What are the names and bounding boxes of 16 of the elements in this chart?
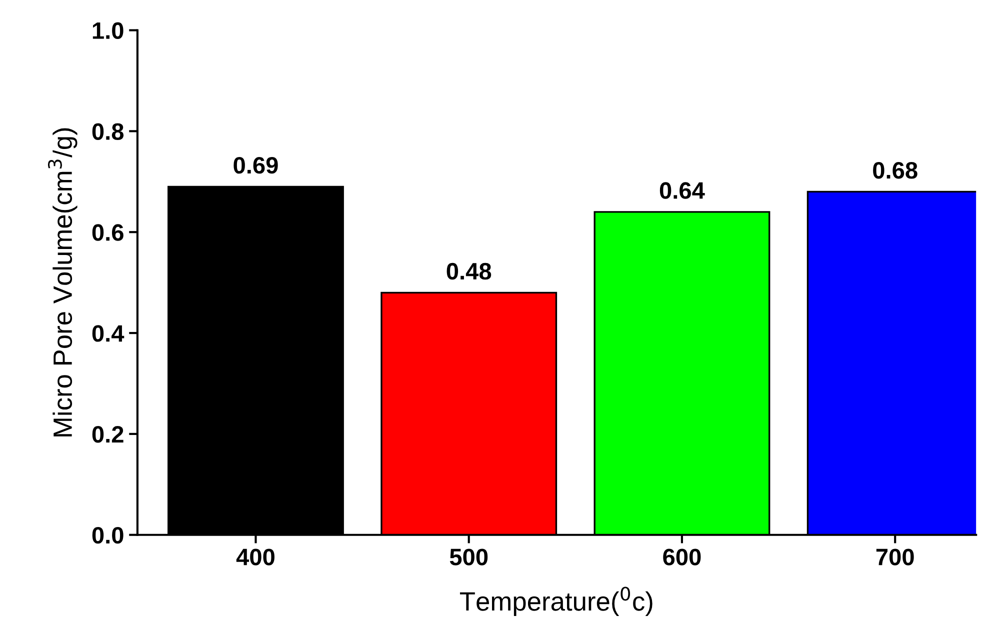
y-tick-label: 0.6 bbox=[92, 224, 124, 241]
data-label: 0.48 bbox=[446, 262, 492, 280]
data-label: 0.69 bbox=[234, 156, 278, 174]
y-tick-label: 0.0 bbox=[92, 526, 124, 544]
y-axis-title: Micro Pore Volume(cm$^{3}$/g) bbox=[48, 128, 78, 436]
x-tick-label: 500 bbox=[450, 548, 488, 566]
y-tick-label: 0.8 bbox=[92, 123, 124, 140]
y-tick-label: 1.0 bbox=[92, 22, 124, 40]
data-label: 0.68 bbox=[873, 162, 918, 179]
x-tick-label: 400 bbox=[236, 548, 274, 566]
x-tick-label: 600 bbox=[663, 548, 701, 566]
y-tick-label: 0.2 bbox=[92, 426, 124, 443]
y-tick-label: 0.4 bbox=[92, 325, 124, 342]
x-tick-label: 700 bbox=[876, 548, 914, 566]
x-axis-title: Temperature($^{0}$c) bbox=[460, 586, 652, 616]
data-label: 0.64 bbox=[660, 182, 705, 199]
